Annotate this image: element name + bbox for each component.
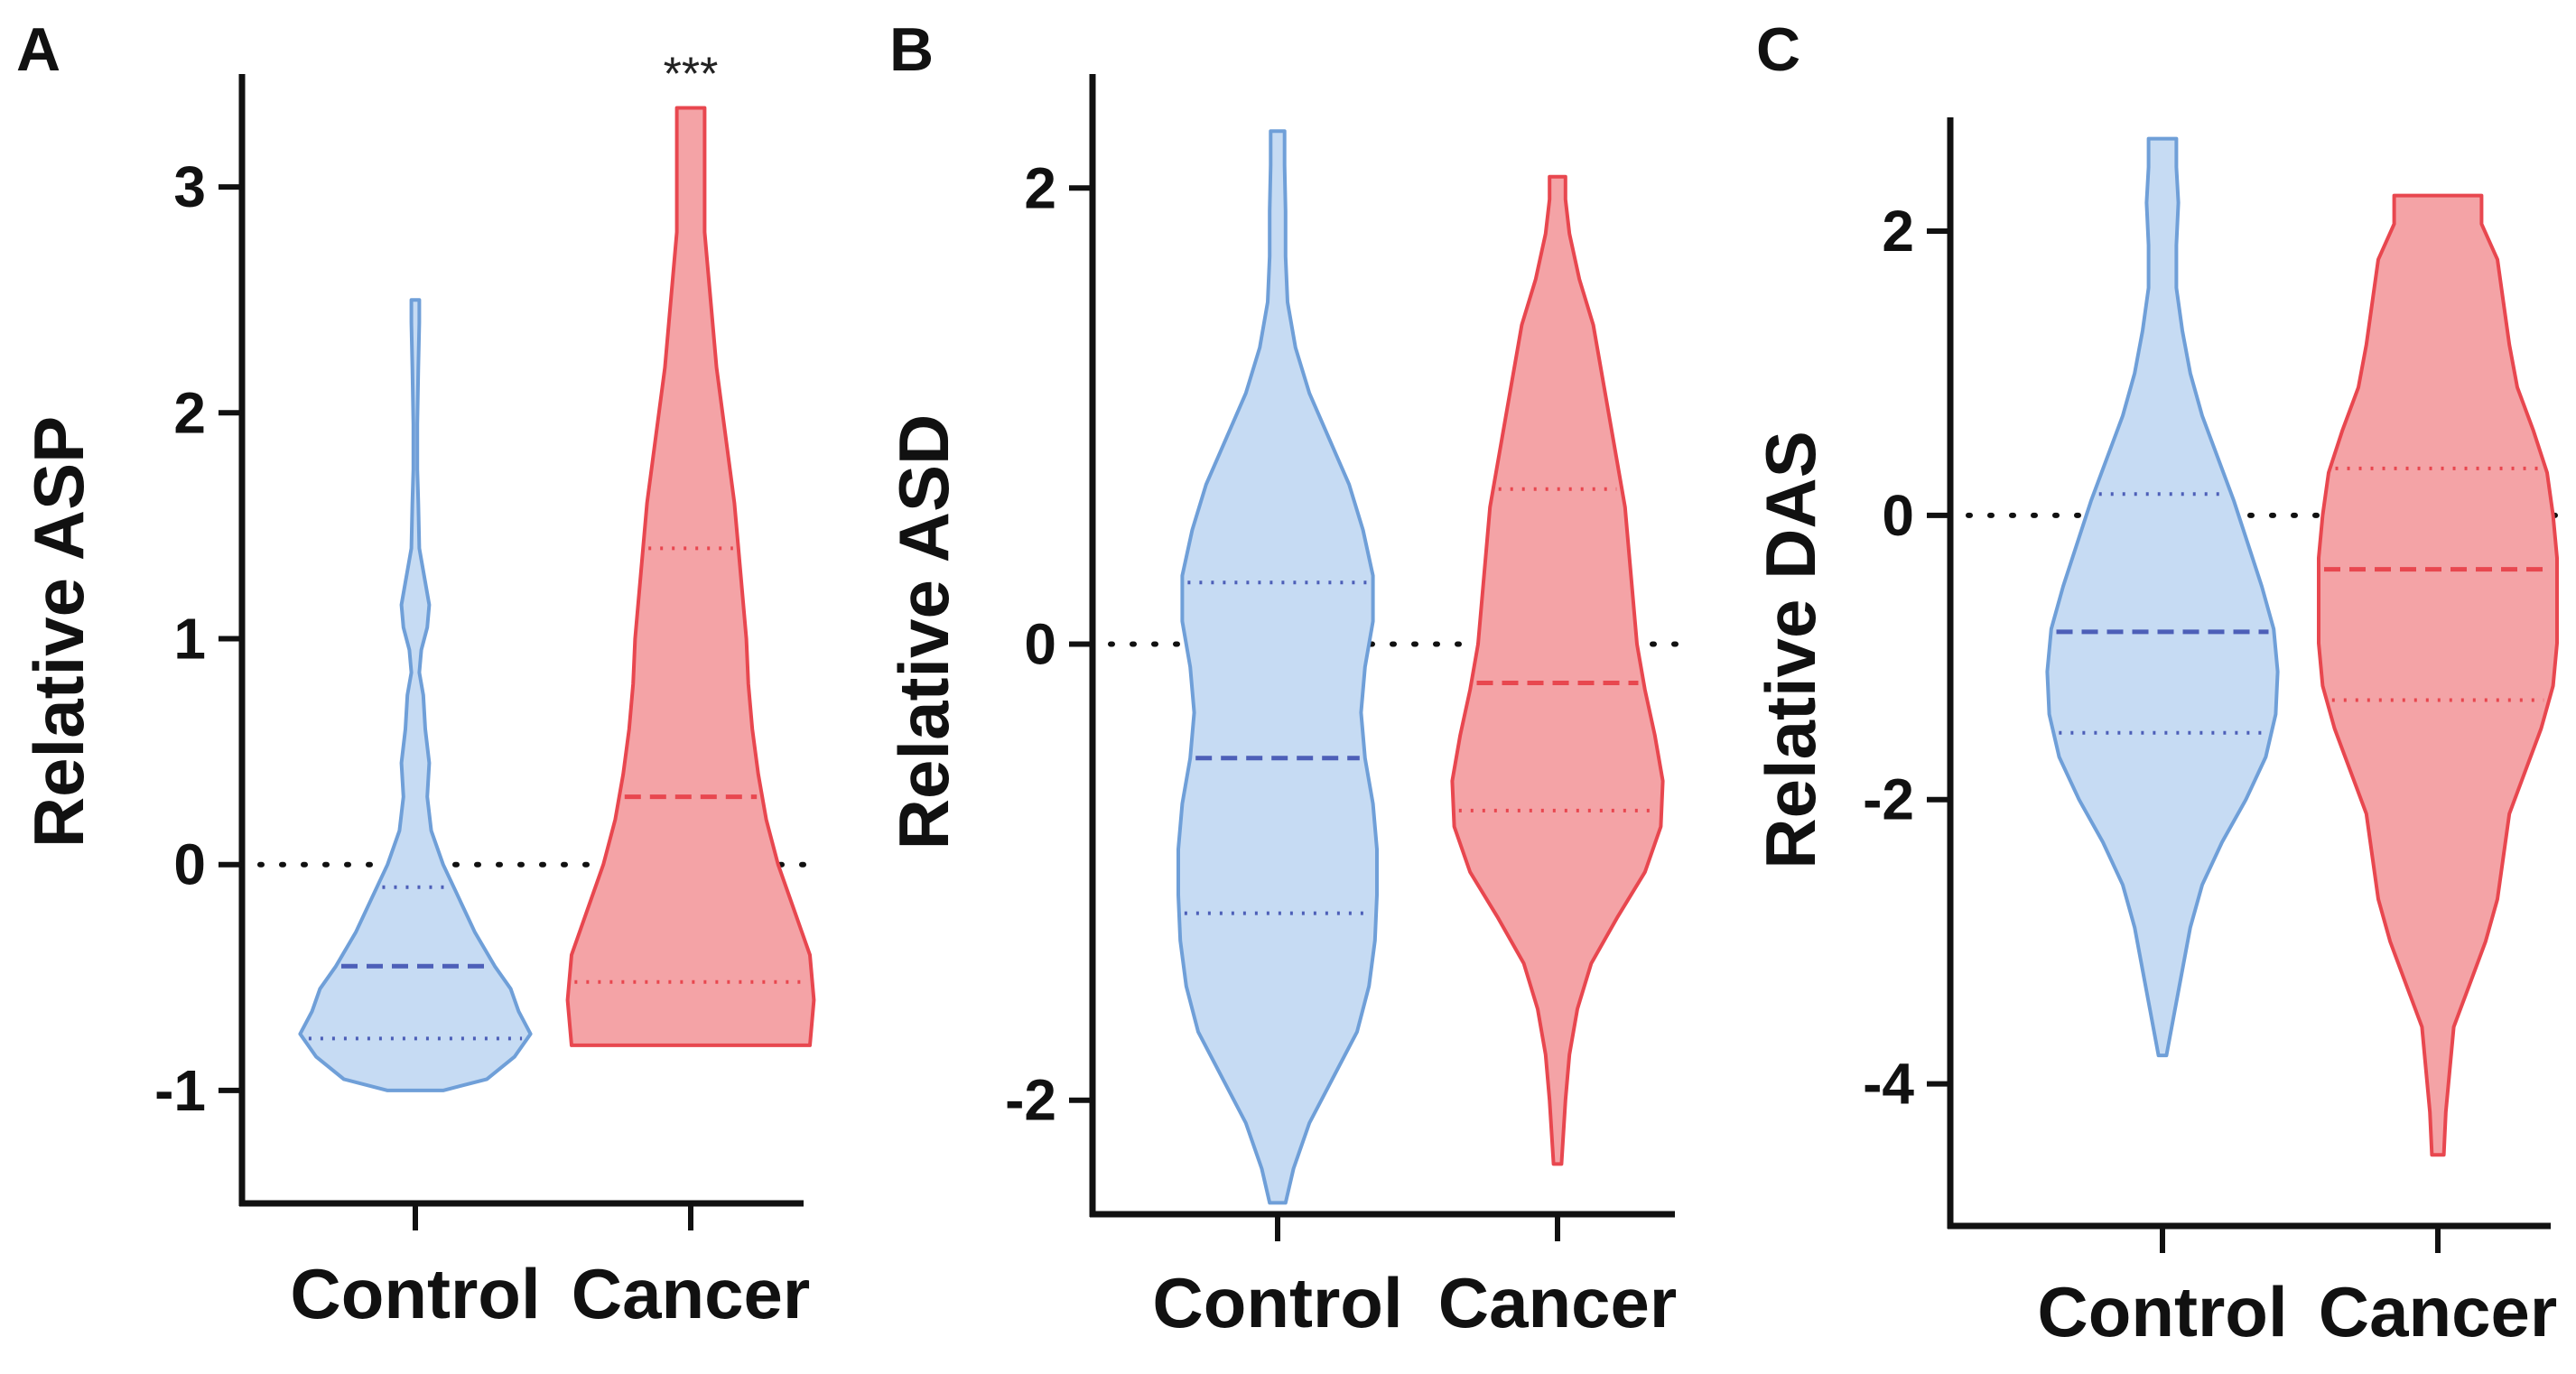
- cancer-violin: [565, 106, 816, 1047]
- panel-b: B Relative ASD Control Cancer -2 0 2: [884, 15, 1687, 1342]
- y-axis-title: Relative ASP: [19, 416, 98, 848]
- y-tick-label: 0: [173, 832, 206, 897]
- y-tick-label: 0: [1024, 612, 1056, 677]
- x-category-label: Cancer: [572, 1254, 810, 1333]
- y-tick-label: 2: [1024, 155, 1056, 220]
- control-violin: [1176, 129, 1379, 1205]
- panel-c: C Relative DAS Control Cancer -4 -2 0 2: [1751, 15, 2562, 1351]
- y-tick-label: 1: [173, 607, 206, 672]
- x-category-label: Cancer: [2319, 1272, 2557, 1351]
- y-tick-label: -1: [154, 1058, 206, 1123]
- panel-letter: C: [1756, 15, 1800, 84]
- significance-label: ***: [664, 49, 719, 101]
- y-tick-label: -2: [1863, 767, 1914, 832]
- cancer-violin: [2317, 193, 2559, 1157]
- control-violin: [298, 298, 533, 1092]
- x-category-label: Cancer: [1438, 1263, 1677, 1342]
- x-category-label: Control: [290, 1254, 540, 1333]
- y-tick-label: 3: [173, 154, 206, 219]
- x-category-label: Control: [1152, 1263, 1402, 1342]
- y-tick-label: -2: [1005, 1068, 1056, 1133]
- y-tick-label: 0: [1882, 483, 1914, 548]
- y-tick-label: 2: [1882, 199, 1914, 264]
- cancer-violin: [1450, 174, 1665, 1166]
- panel-letter: A: [16, 15, 60, 84]
- control-violin: [2045, 136, 2280, 1058]
- y-tick-label: -4: [1863, 1052, 1914, 1117]
- panel-a: A Relative ASP Control Cancer *** -1 0 1 2 3: [16, 15, 816, 1333]
- panel-letter: B: [889, 15, 934, 84]
- y-axis-title: Relative DAS: [1751, 431, 1830, 869]
- y-tick-label: 2: [173, 380, 206, 445]
- y-axis-title: Relative ASD: [884, 414, 963, 850]
- x-category-label: Control: [2037, 1272, 2287, 1351]
